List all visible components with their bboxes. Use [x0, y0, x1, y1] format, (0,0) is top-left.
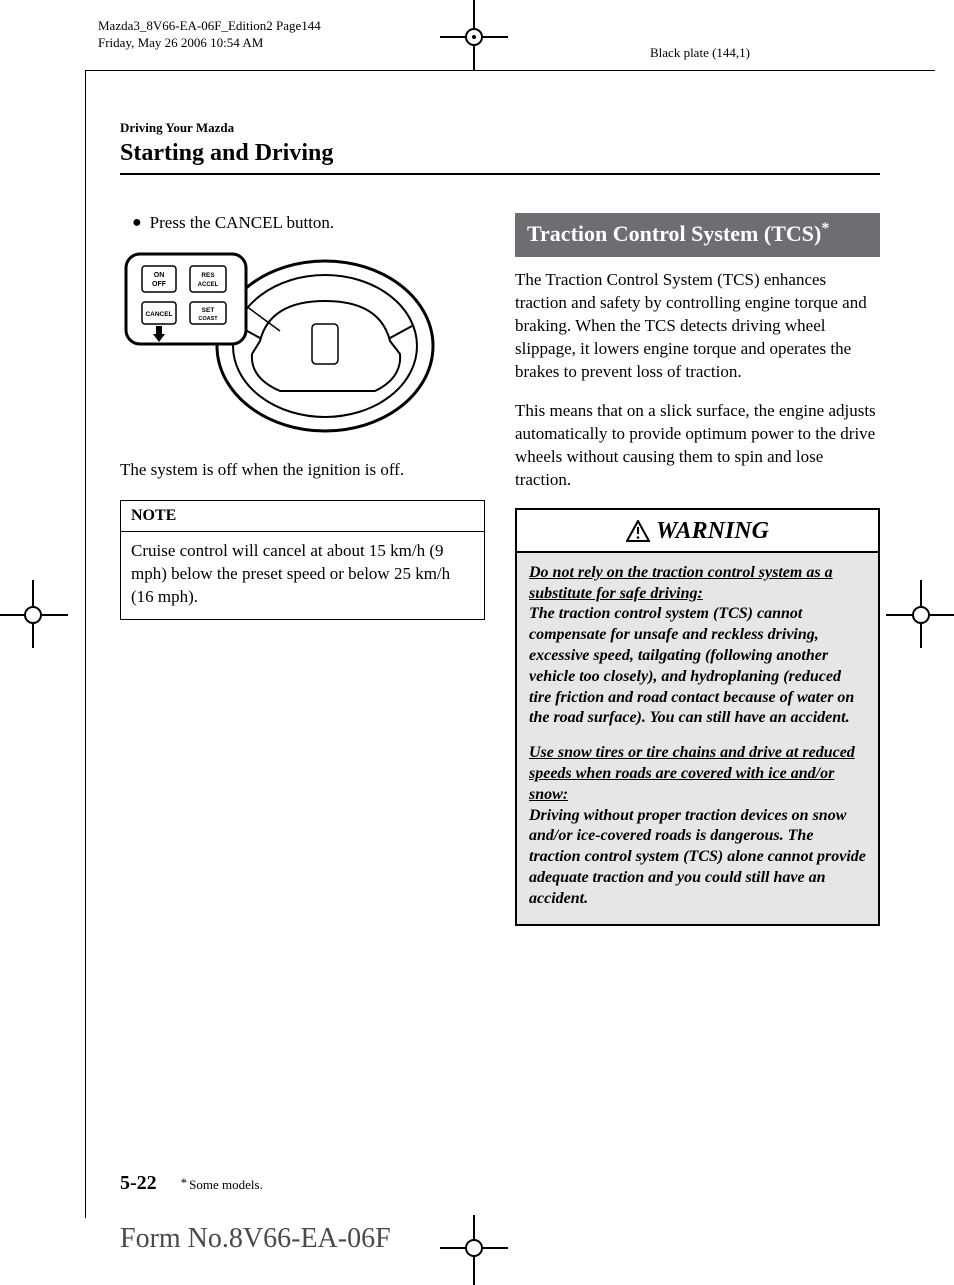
warning-title-text: WARNING [656, 518, 769, 545]
print-header-line1: Mazda3_8V66-EA-06F_Edition2 Page144 [98, 18, 321, 35]
page-content: Driving Your Mazda Starting and Driving … [120, 120, 880, 926]
star-icon: * [821, 220, 829, 237]
crop-target-top [465, 28, 483, 46]
footnote-star-icon: * [181, 1175, 188, 1190]
note-body: Cruise control will cancel at about 15 k… [121, 532, 484, 619]
right-column: Traction Control System (TCS)* The Tract… [515, 213, 880, 926]
svg-text:ACCEL: ACCEL [198, 282, 219, 288]
svg-text:OFF: OFF [152, 281, 167, 288]
warning-box: WARNING Do not rely on the traction cont… [515, 508, 880, 926]
black-plate-label: Black plate (144,1) [650, 45, 750, 61]
note-title: NOTE [121, 501, 484, 532]
tcs-paragraph-2: This means that on a slick surface, the … [515, 400, 880, 492]
warning-title-bar: WARNING [517, 510, 878, 553]
svg-text:SET: SET [202, 307, 215, 314]
footnote: *Some models. [181, 1177, 263, 1193]
two-column-layout: ● Press the CANCEL button. ON OFF [120, 213, 880, 926]
tcs-header-text: Traction Control System (TCS) [527, 221, 821, 246]
warning-p2-heading: Use snow tires or tire chains and drive … [529, 743, 866, 805]
tcs-paragraph-1: The Traction Control System (TCS) enhanc… [515, 269, 880, 384]
crop-target-left [24, 606, 42, 624]
tcs-section-header: Traction Control System (TCS)* [515, 213, 880, 257]
warning-p1-heading: Do not rely on the traction control syst… [529, 563, 866, 605]
page-number: 5-22 [120, 1172, 157, 1195]
bullet-text: Press the CANCEL button. [150, 213, 334, 234]
form-number: Form No.8V66-EA-06F [120, 1223, 391, 1255]
warning-triangle-icon [626, 520, 650, 542]
svg-text:COAST: COAST [198, 316, 218, 322]
print-header-line2: Friday, May 26 2006 10:54 AM [98, 35, 321, 52]
svg-text:ON: ON [154, 272, 165, 279]
svg-text:CANCEL: CANCEL [145, 311, 172, 318]
crop-target-bottom [465, 1239, 483, 1257]
section-title: Starting and Driving [120, 140, 880, 167]
print-header: Mazda3_8V66-EA-06F_Edition2 Page144 Frid… [98, 18, 321, 52]
page-footer: 5-22 *Some models. [120, 1172, 263, 1195]
steering-wheel-diagram: ON OFF RES ACCEL CANCEL SET COAST [120, 246, 440, 436]
title-rule [120, 173, 880, 175]
below-diagram-text: The system is off when the ignition is o… [120, 459, 485, 482]
warning-body: Do not rely on the traction control syst… [517, 553, 878, 924]
svg-text:RES: RES [201, 272, 215, 279]
bullet-dot-icon: ● [132, 213, 142, 234]
breadcrumb: Driving Your Mazda [120, 120, 880, 136]
bullet-item: ● Press the CANCEL button. [120, 213, 485, 234]
note-box: NOTE Cruise control will cancel at about… [120, 500, 485, 620]
footnote-text: Some models. [189, 1177, 263, 1192]
warning-p2-body: Driving without proper traction devices … [529, 807, 866, 907]
left-column: ● Press the CANCEL button. ON OFF [120, 213, 485, 926]
warning-p1-body: The traction control system (TCS) cannot… [529, 605, 854, 726]
